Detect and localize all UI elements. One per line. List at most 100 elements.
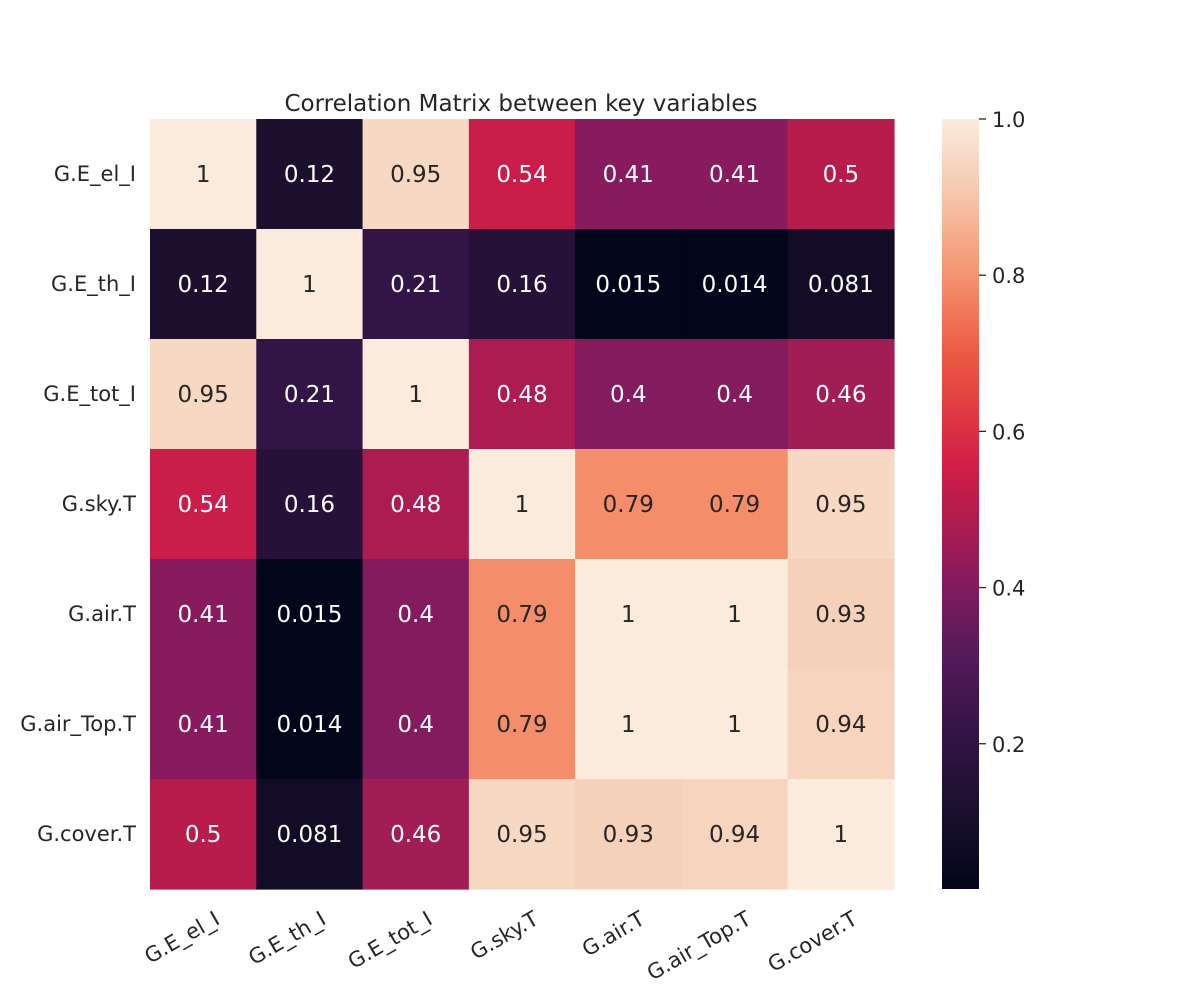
- colorbar-tick-label: 0.4: [992, 577, 1025, 601]
- heatmap-cell: [575, 779, 683, 890]
- heatmap-cell-value: 0.94: [709, 822, 760, 848]
- heatmap-cell-value: 0.014: [277, 712, 343, 738]
- heatmap-cell: [681, 669, 789, 780]
- x-tick-label: G.E_tot_I: [344, 907, 437, 975]
- x-tick-label: G.E_th_I: [244, 907, 330, 971]
- heatmap-cell: [575, 229, 683, 340]
- heatmap-cell: [468, 339, 576, 450]
- heatmap-cell: [575, 119, 683, 230]
- colorbar-tick-label: 0.6: [992, 420, 1025, 444]
- y-tick-label: G.E_tot_I: [43, 382, 136, 407]
- heatmap-cell-value: 0.46: [390, 822, 441, 848]
- heatmap-cell: [150, 669, 257, 780]
- heatmap-cell: [787, 559, 895, 670]
- y-tick-label: G.E_el_I: [54, 162, 136, 187]
- heatmap-cell-value: 0.54: [178, 492, 229, 518]
- heatmap-cell: [681, 449, 789, 560]
- heatmap-cell: [787, 779, 895, 890]
- heatmap-cell: [681, 779, 789, 890]
- colorbar: 0.2 0.4 0.6 0.8 1.0: [942, 108, 1025, 889]
- y-tick-label: G.E_th_I: [51, 272, 136, 297]
- heatmap-cell-value: 0.95: [178, 382, 229, 408]
- heatmap-cell-value: 1: [727, 602, 742, 628]
- heatmap-cell: [681, 559, 789, 670]
- colorbar-gradient: [942, 119, 979, 889]
- heatmap-cell: [681, 229, 789, 340]
- heatmap-cell: [362, 779, 470, 890]
- heatmap-cell-value: 0.79: [603, 492, 654, 518]
- heatmap-cell-value: 1: [302, 272, 317, 298]
- heatmap-cell-value: 0.5: [823, 162, 860, 188]
- heatmap-cell-value: 0.21: [390, 272, 441, 298]
- chart-title: Correlation Matrix between key variables: [285, 91, 758, 117]
- heatmap-cell-value: 0.41: [603, 162, 654, 188]
- heatmap-cell: [468, 449, 576, 560]
- colorbar-tick-label: 0.2: [992, 733, 1025, 757]
- heatmap-cell-value: 1: [621, 602, 636, 628]
- x-axis-tick-labels: G.E_el_I G.E_th_I G.E_tot_I G.sky.T G.air.TG…: [140, 906, 861, 986]
- y-tick-label: G.air_Top.T: [20, 712, 136, 737]
- heatmap-cell-value: 0.4: [716, 382, 753, 408]
- heatmap-cell: [256, 669, 364, 780]
- heatmap-cell-value: 1: [621, 712, 636, 738]
- x-tick-label: G.sky.T: [466, 906, 542, 964]
- heatmap-cell: [468, 779, 576, 890]
- x-tick-label: G.E_el_I: [140, 907, 224, 970]
- colorbar-tick-label: 0.8: [992, 264, 1025, 288]
- heatmap-cell: [681, 119, 789, 230]
- heatmap-cell: [468, 669, 576, 780]
- y-tick-label: G.cover.T: [37, 822, 136, 846]
- heatmap-cell: [362, 339, 470, 450]
- heatmap-cell: [575, 449, 683, 560]
- heatmap-cell: [787, 339, 895, 450]
- heatmap-cell: [787, 229, 895, 340]
- x-tick-label: G.air_Top.T: [643, 906, 756, 986]
- heatmap-cell-value: 0.93: [815, 602, 866, 628]
- heatmap-cell-value: 1: [834, 822, 849, 848]
- heatmap-cell-value: 0.93: [603, 822, 654, 848]
- heatmap-cell: [256, 449, 364, 560]
- y-tick-label: G.air.T: [68, 602, 136, 626]
- heatmap-cell: [362, 559, 470, 670]
- heatmap-cell-value: 0.46: [815, 382, 866, 408]
- heatmap-cell-labels: 1 0.12 0.95 0.54 0.41 0.41 0.50.12 1 0.21 0.16 0.0…: [178, 162, 874, 848]
- heatmap-cell-value: 0.4: [397, 712, 434, 738]
- heatmap-cell: [256, 779, 364, 890]
- heatmap-cells: [150, 119, 895, 890]
- heatmap-cell: [150, 559, 257, 670]
- heatmap-cell: [468, 559, 576, 670]
- heatmap-cell: [362, 229, 470, 340]
- heatmap-cell-value: 0.015: [595, 272, 661, 298]
- heatmap-cell-value: 0.95: [496, 822, 547, 848]
- heatmap-cell: [150, 229, 257, 340]
- x-tick-label: G.air.T: [578, 906, 649, 961]
- heatmap-cell-value: 0.94: [815, 712, 866, 738]
- heatmap-cell: [150, 449, 257, 560]
- heatmap-cell-value: 0.4: [397, 602, 434, 628]
- heatmap-cell-value: 0.12: [284, 162, 335, 188]
- heatmap-cell: [150, 119, 257, 230]
- heatmap-cell: [787, 669, 895, 780]
- heatmap-cell-value: 0.16: [284, 492, 335, 518]
- heatmap-cell-value: 0.5: [185, 822, 222, 848]
- heatmap-cell: [256, 119, 364, 230]
- heatmap-cell-value: 0.41: [178, 602, 229, 628]
- heatmap-cell-value: 0.54: [496, 162, 547, 188]
- heatmap-cell-value: 0.081: [277, 822, 343, 848]
- heatmap-cell: [787, 119, 895, 230]
- heatmap-cell-value: 0.12: [178, 272, 229, 298]
- heatmap-cell-value: 0.48: [496, 382, 547, 408]
- heatmap-cell: [468, 229, 576, 340]
- heatmap-cell-value: 0.4: [610, 382, 647, 408]
- heatmap-cell-value: 0.79: [496, 712, 547, 738]
- heatmap-cell: [362, 669, 470, 780]
- heatmap-cell: [575, 339, 683, 450]
- heatmap-cell-value: 0.081: [808, 272, 874, 298]
- heatmap-cell: [468, 119, 576, 230]
- heatmap-cell: [256, 559, 364, 670]
- heatmap-cell-value: 0.41: [709, 162, 760, 188]
- heatmap-cell: [575, 559, 683, 670]
- heatmap-cell: [362, 449, 470, 560]
- heatmap-cell-value: 0.79: [496, 602, 547, 628]
